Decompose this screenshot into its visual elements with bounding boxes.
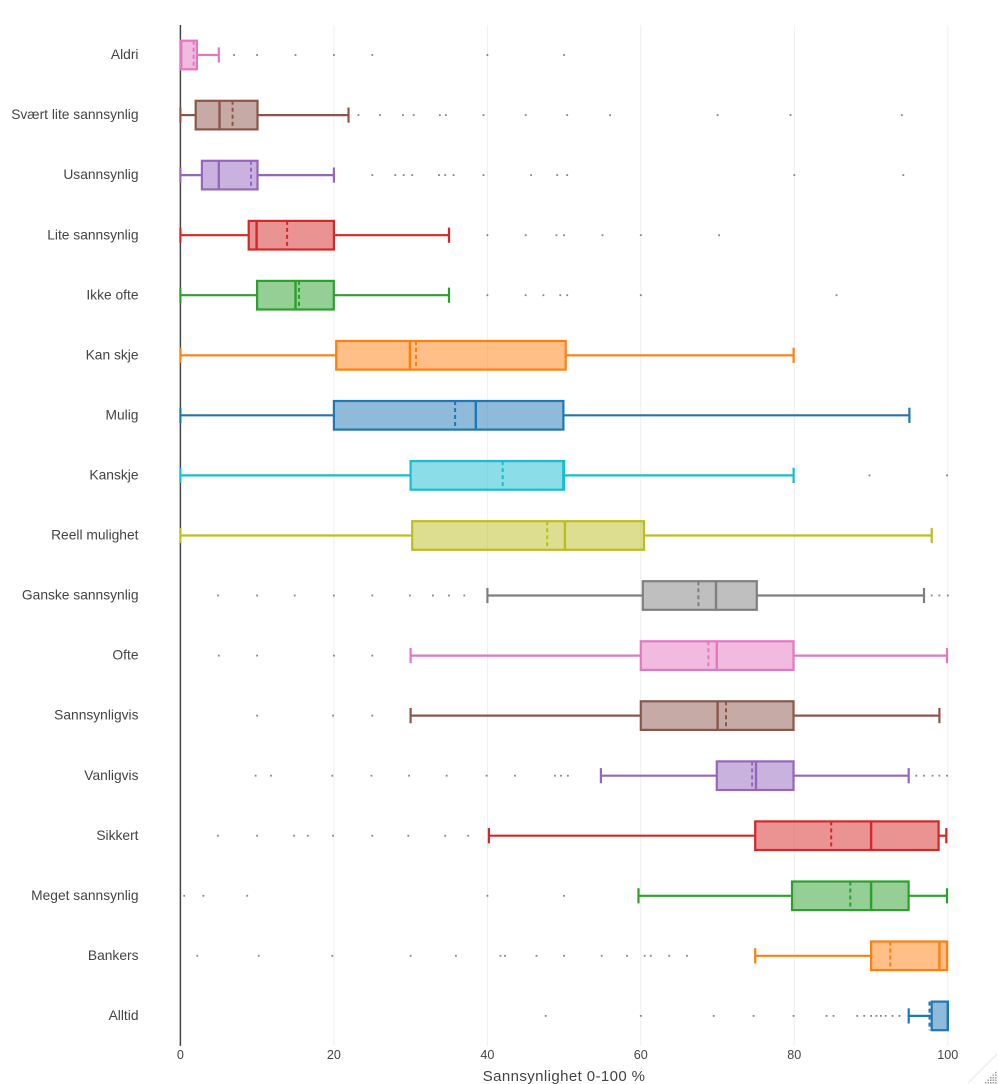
svg-text:Reell mulighet: Reell mulighet — [51, 528, 139, 543]
svg-text:Alltid: Alltid — [109, 1008, 139, 1023]
svg-text:Ofte: Ofte — [112, 648, 138, 663]
svg-text:Aldri: Aldri — [111, 47, 139, 62]
svg-text:Usannsynlig: Usannsynlig — [63, 167, 138, 182]
svg-text:Bankers: Bankers — [88, 948, 139, 963]
svg-text:100: 100 — [937, 1048, 958, 1062]
svg-text:Sikkert: Sikkert — [96, 828, 138, 843]
svg-text:Sannsynlighet 0-100 %: Sannsynlighet 0-100 % — [483, 1068, 646, 1084]
svg-text:Kanskje: Kanskje — [89, 468, 138, 483]
svg-text:Ikke ofte: Ikke ofte — [86, 287, 138, 302]
svg-text:Sannsynligvis: Sannsynligvis — [54, 708, 138, 723]
svg-text:Svært lite sannsynlig: Svært lite sannsynlig — [11, 107, 138, 122]
svg-text:60: 60 — [634, 1048, 648, 1062]
svg-text:80: 80 — [787, 1048, 801, 1062]
svg-text:Mulig: Mulig — [106, 407, 139, 422]
svg-text:Meget sannsynlig: Meget sannsynlig — [31, 888, 138, 903]
svg-text:20: 20 — [327, 1048, 341, 1062]
svg-text:Vanligvis: Vanligvis — [84, 768, 138, 783]
svg-text:Ganske sannsynlig: Ganske sannsynlig — [22, 588, 139, 603]
svg-text:40: 40 — [480, 1048, 494, 1062]
svg-text:Lite sannsynlig: Lite sannsynlig — [47, 227, 138, 242]
svg-text:Kan skje: Kan skje — [86, 347, 139, 362]
svg-text:0: 0 — [177, 1048, 184, 1062]
